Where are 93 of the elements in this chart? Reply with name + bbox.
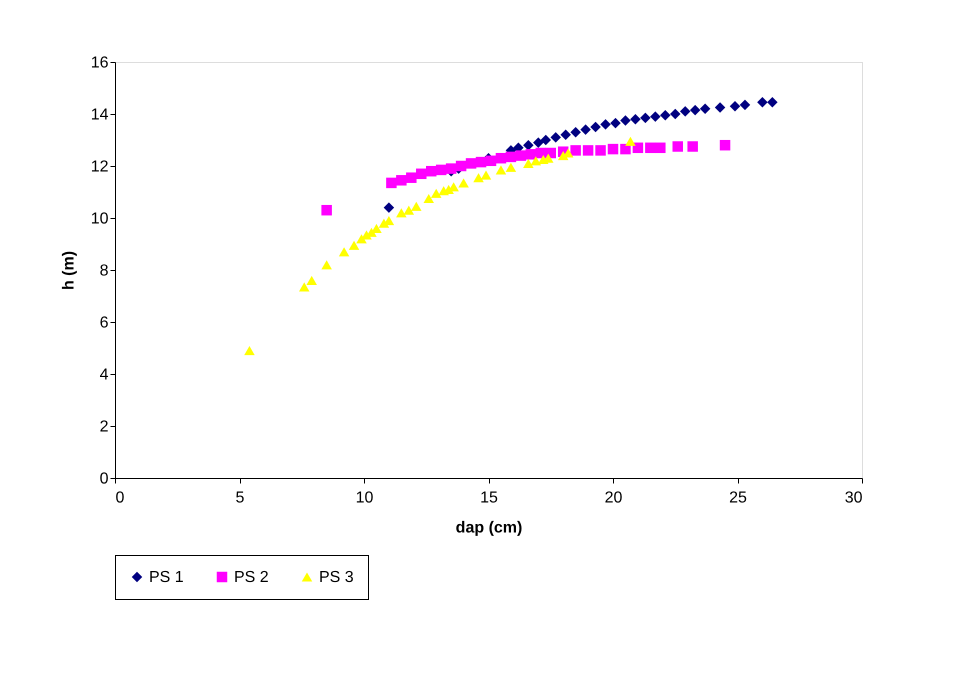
point — [740, 100, 750, 110]
point — [384, 202, 394, 213]
point — [516, 150, 526, 161]
y-tick-label: 10 — [90, 210, 109, 228]
point — [550, 132, 561, 143]
y-tick-label: 14 — [90, 106, 109, 124]
point — [714, 102, 726, 113]
y-tick-label: 12 — [90, 158, 109, 176]
y-tick-label: 4 — [100, 366, 109, 384]
point — [371, 224, 382, 233]
y-tick-label: 8 — [100, 262, 109, 280]
point — [530, 156, 542, 166]
point — [670, 108, 680, 120]
point — [386, 178, 397, 188]
point — [306, 276, 317, 285]
x-tick-label: 15 — [480, 490, 498, 506]
point — [570, 126, 581, 138]
point — [486, 156, 496, 166]
point — [338, 247, 350, 256]
point — [690, 104, 700, 116]
point — [582, 145, 594, 156]
point — [426, 166, 436, 176]
point — [506, 152, 516, 162]
point — [406, 172, 417, 183]
point — [620, 144, 631, 154]
point — [610, 118, 621, 128]
point — [720, 140, 730, 150]
point — [660, 110, 671, 121]
point — [446, 163, 456, 174]
point — [496, 152, 506, 164]
y-tick-label: 6 — [100, 314, 109, 332]
point — [526, 149, 536, 160]
point — [595, 145, 606, 156]
point — [404, 206, 414, 215]
x-axis-title: dap (cm) — [456, 520, 522, 536]
point — [473, 173, 484, 182]
point — [620, 115, 631, 126]
x-tick-label: 10 — [356, 490, 374, 506]
point — [298, 282, 310, 292]
x-tick-label: 5 — [236, 490, 245, 506]
point — [348, 240, 360, 250]
point — [608, 144, 618, 154]
point — [640, 112, 651, 124]
y-tick-label: 0 — [100, 470, 109, 488]
y-tick-label: 2 — [100, 418, 109, 436]
point — [411, 202, 422, 211]
point — [767, 97, 778, 108]
point — [396, 208, 407, 218]
point — [506, 162, 516, 172]
point — [321, 204, 332, 216]
point — [436, 164, 446, 176]
point — [630, 114, 641, 124]
x-tick-label: 25 — [729, 490, 747, 506]
legend-label: PS 2 — [234, 569, 269, 586]
point — [430, 188, 442, 198]
point — [700, 104, 710, 114]
point — [645, 142, 656, 154]
point — [466, 158, 476, 169]
point — [533, 137, 544, 148]
point — [650, 111, 661, 122]
y-axis-title: h (m) — [60, 250, 78, 290]
point — [730, 100, 740, 112]
point — [321, 260, 332, 270]
point — [672, 141, 683, 152]
point — [632, 142, 644, 154]
point — [687, 141, 698, 152]
point — [456, 160, 466, 172]
point — [416, 168, 427, 180]
point — [680, 106, 690, 117]
y-tick-label: 16 — [90, 54, 109, 72]
x-tick-label: 20 — [604, 490, 622, 506]
legend-label: PS 1 — [149, 569, 184, 586]
point — [423, 194, 434, 204]
x-tick-label: 30 — [844, 490, 863, 506]
point — [523, 140, 534, 150]
point — [570, 145, 581, 156]
point — [496, 165, 506, 174]
legend-label: PS 3 — [319, 569, 354, 586]
point — [244, 346, 255, 356]
point — [625, 136, 636, 146]
point — [757, 97, 768, 108]
point — [600, 119, 611, 130]
point — [580, 124, 591, 135]
point — [655, 142, 666, 154]
point — [523, 158, 534, 168]
point — [590, 122, 601, 132]
x-tick-label: 0 — [116, 490, 124, 506]
point — [560, 130, 571, 140]
point — [458, 178, 469, 188]
point — [396, 175, 407, 186]
point — [540, 134, 552, 146]
point — [476, 156, 486, 168]
point — [480, 170, 492, 180]
